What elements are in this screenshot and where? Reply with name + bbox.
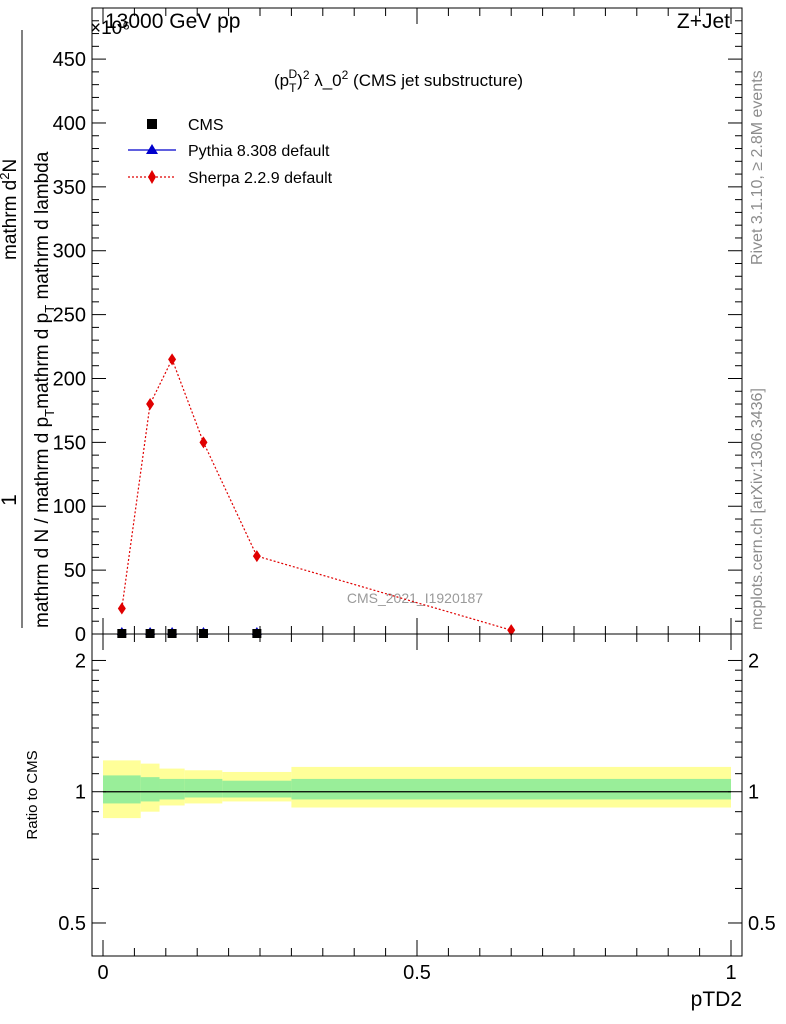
ratio-y-tick-label: 2 — [75, 650, 86, 672]
ratio-y-tick-label: 1 — [75, 782, 86, 804]
title-part: T — [289, 81, 297, 95]
ratio-band-green — [103, 775, 141, 804]
x-tick-label: 0.5 — [403, 962, 431, 984]
y-label-part: T — [42, 305, 57, 313]
y-label-denominator: mathrm d N / mathrm d pTmathrm d pT math… — [32, 151, 57, 628]
ratio-y-ticks: 0.5 0.5 1 1 2 2 — [58, 650, 776, 935]
y-label-part: T — [42, 409, 57, 417]
main-y-axis-label: 1 mathrm d N / mathrm d pTmathrm d pT ma… — [0, 30, 57, 628]
main-y-tick-label: 150 — [53, 432, 86, 454]
ratio-band-green — [140, 777, 160, 802]
ratio-y-tick-label: 0.5 — [58, 913, 86, 935]
legend: CMS Pythia 8.308 default Sherpa 2.2.9 de… — [128, 117, 333, 187]
y-label-part: mathrm d N / mathrm d p — [32, 417, 53, 628]
main-y-tick-label: 250 — [53, 305, 86, 327]
ratio-y-tick-label-right: 0.5 — [748, 913, 776, 935]
ratio-band-green — [291, 778, 731, 800]
title-part: 2 — [342, 68, 349, 82]
ratio-x-ticks: 0 0.5 1 — [97, 634, 737, 984]
main-panel-frame — [91, 7, 743, 635]
y-label-part: mathrm d — [0, 180, 21, 260]
main-panel: 0 50 100 150 200 250 300 350 400 450 (pTD)2 λ_02 … — [53, 7, 743, 646]
main-y-tick-label: 450 — [53, 49, 86, 71]
series-sherpa-point — [168, 353, 177, 366]
legend-sherpa-marker — [148, 170, 156, 184]
y-label-part: mathrm d p — [32, 313, 53, 409]
title-part: 2 — [303, 68, 310, 82]
main-y-tick-label: 100 — [53, 496, 86, 518]
collision-energy-label: 13000 GeV pp — [105, 10, 240, 33]
title-part: ) — [297, 71, 303, 90]
ratio-band-green — [222, 780, 292, 798]
panel-title: (pTD)2 λ_02 (CMS jet substructure) — [274, 67, 523, 95]
main-y-tick-label: 350 — [53, 177, 86, 199]
title-part: λ_0 — [310, 71, 342, 90]
y-label-rhs-numerator: mathrm d2N — [0, 159, 21, 260]
y-label-numerator: 1 — [0, 494, 21, 506]
title-part: D — [288, 67, 297, 81]
series-sherpa-point — [507, 624, 516, 637]
series-sherpa-point — [146, 398, 155, 411]
x-axis-label: pTD2 — [691, 988, 742, 1011]
main-y-tick-label: 50 — [64, 560, 86, 582]
legend-cms-marker — [147, 119, 157, 129]
x-tick-label: 0 — [97, 962, 108, 984]
legend-pythia-marker — [146, 144, 158, 154]
title-part: (p — [274, 71, 289, 90]
main-y-tick-label: 200 — [53, 368, 86, 390]
series-sherpa-point — [252, 550, 261, 563]
ratio-panel: 0.5 0.51 12 2 0 0.5 1 Ratio to CMS pTD2 — [24, 633, 776, 1011]
legend-sherpa-label: Sherpa 2.2.9 default — [188, 170, 333, 187]
y-label-part: mathrm d lambda — [32, 151, 53, 305]
ratio-y-tick-label-right: 1 — [748, 782, 759, 804]
series-sherpa-point — [117, 602, 126, 615]
rivet-version-label: Rivet 3.1.10, ≥ 2.8M events — [749, 70, 766, 265]
legend-pythia-label: Pythia 8.308 default — [188, 143, 330, 160]
title-part: (CMS jet substructure) — [348, 71, 523, 90]
ratio-y-tick-label-right: 2 — [748, 650, 759, 672]
main-y-tick-label: 0 — [75, 624, 86, 646]
ratio-band-green — [159, 778, 185, 800]
y-label-part: N — [0, 159, 21, 173]
ratio-band-green — [184, 778, 223, 798]
y-label-part: 2 — [0, 173, 12, 180]
analysis-watermark: CMS_2021_I1920187 — [347, 590, 483, 606]
main-y-tick-label: 300 — [53, 241, 86, 263]
series-sherpa-line — [121, 357, 512, 631]
y-exponent-label: ×10⁶ — [90, 18, 130, 39]
main-y-tick-label: 400 — [53, 113, 86, 135]
ratio-bands-layer — [103, 760, 731, 819]
x-tick-label: 1 — [725, 962, 736, 984]
legend-cms-label: CMS — [188, 117, 224, 134]
series-sherpa-point — [199, 436, 208, 449]
main-y-ticks: 0 50 100 150 200 250 300 350 400 450 — [53, 20, 742, 646]
mcplots-label: mcplots.cern.ch [arXiv:1306.3436] — [749, 388, 766, 630]
main-x-ticks — [102, 8, 732, 634]
process-label: Z+Jet — [677, 10, 730, 33]
ratio-y-axis-label: Ratio to CMS — [24, 750, 41, 839]
